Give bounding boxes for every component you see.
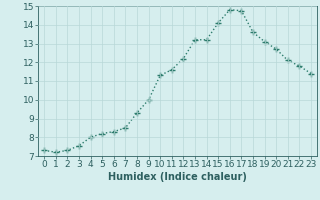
X-axis label: Humidex (Indice chaleur): Humidex (Indice chaleur) xyxy=(108,172,247,182)
